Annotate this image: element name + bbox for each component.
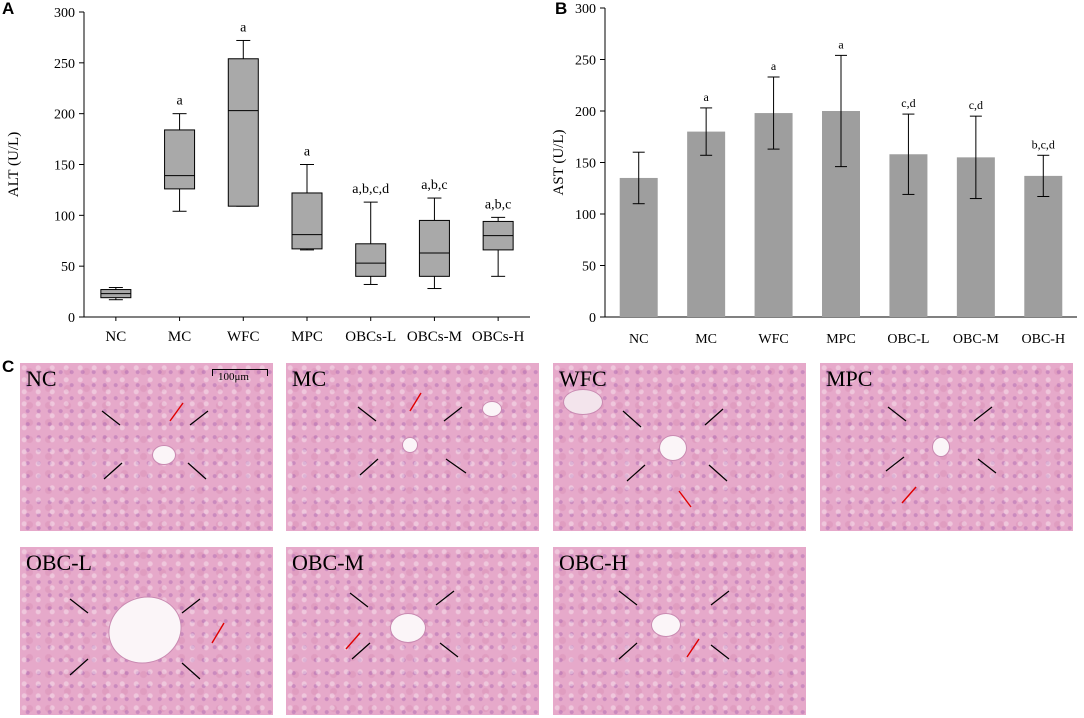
micrograph-label: NC [26, 366, 57, 391]
central-vein [651, 613, 681, 637]
central-vein [932, 437, 950, 457]
panel-label-b: B [555, 0, 568, 18]
micrograph-wfc: WFC [553, 363, 806, 531]
y-tick-label: 200 [54, 108, 75, 123]
box-MPC [291, 192, 323, 250]
alt-box-plot: 0 50 100 150 200 250 300 ALT (U/L) NC MC a WFC a MPC a… [6, 6, 530, 345]
alt-y-axis-label: ALT (U/L) [6, 132, 22, 197]
panel-label-a: A [2, 0, 15, 18]
x-tick-label: OBC-M [953, 332, 999, 347]
significance-label: b,c,d [1032, 137, 1055, 151]
micrograph-mpc: MPC [820, 363, 1073, 531]
ast-bar-chart: 0 50 100 150 200 250 300 AST (U/L) NC MC a WFC a MPC a… [551, 2, 1077, 347]
vessel [482, 401, 502, 417]
significance-label: c,d [901, 96, 915, 110]
central-vein [402, 437, 418, 453]
micrograph-label: MC [292, 366, 327, 391]
x-tick-label: OBCs-H [472, 329, 525, 345]
x-tick-label: MPC [291, 329, 323, 345]
vessel [563, 389, 603, 415]
y-tick-label: 300 [575, 2, 596, 17]
scale-bar [212, 369, 268, 376]
ast-y-axis-label: AST (U/L) [551, 130, 567, 196]
significance-label: a [771, 59, 777, 73]
x-tick-label: WFC [758, 332, 788, 347]
micrograph-label: OBC-L [26, 550, 92, 575]
micrograph-nc: NC 100μm [20, 363, 273, 531]
arrows-overlay [357, 392, 467, 476]
x-tick-label: MPC [826, 332, 856, 347]
box-OBCs-M [418, 219, 450, 277]
significance-label: a [838, 37, 844, 51]
x-tick-label: OBC-L [887, 332, 929, 347]
significance-label: a [240, 20, 247, 35]
significance-label: a [176, 94, 183, 109]
arrows-overlay [345, 590, 459, 660]
x-tick-label: MC [695, 332, 717, 347]
x-tick-label: NC [629, 332, 648, 347]
y-tick-label: 200 [575, 105, 596, 120]
arrows-overlay [885, 406, 997, 504]
significance-label: c,d [969, 98, 983, 112]
scale-bar-label: 100μm [218, 371, 249, 383]
y-tick-label: 150 [54, 159, 75, 174]
y-tick-label: 100 [54, 209, 75, 224]
micrograph-obc-m: OBC-M [286, 547, 539, 715]
arrows-overlay [622, 408, 728, 508]
y-tick-label: 150 [575, 157, 596, 172]
significance-label: a [304, 145, 311, 160]
x-tick-label: NC [105, 329, 126, 345]
y-tick-label: 300 [54, 6, 75, 21]
panel-label-c: C [2, 357, 15, 376]
x-tick-label: WFC [227, 329, 260, 345]
y-tick-label: 100 [575, 208, 596, 223]
significance-label: a,b,c [485, 197, 511, 212]
micrograph-mc: MC [286, 363, 539, 531]
box-MC [164, 129, 196, 190]
x-tick-label: OBCs-L [345, 329, 396, 345]
micrograph-label: OBC-H [559, 550, 628, 575]
x-tick-label: MC [168, 329, 191, 345]
y-tick-label: 0 [589, 311, 596, 326]
central-vein [659, 435, 687, 461]
significance-label: a [703, 90, 709, 104]
arrows-overlay [101, 402, 209, 480]
central-vein [390, 613, 426, 643]
micrograph-label: OBC-M [292, 550, 365, 575]
x-tick-label: OBCs-M [407, 329, 462, 345]
y-tick-label: 250 [575, 54, 596, 69]
arrows-overlay [69, 598, 225, 680]
bar-MC [687, 131, 726, 317]
y-tick-label: 0 [68, 311, 75, 326]
box-OBCs-L [355, 243, 387, 277]
y-tick-label: 50 [61, 260, 75, 275]
central-vein [152, 445, 176, 465]
micrograph-obc-h: OBC-H [553, 547, 806, 715]
significance-label: a,b,c,d [352, 182, 389, 197]
significance-label: a,b,c [421, 178, 447, 193]
micrograph-label: WFC [559, 366, 607, 391]
arrows-overlay [618, 590, 730, 660]
micrograph-obc-l: OBC-L [20, 547, 273, 715]
box-WFC [227, 58, 259, 207]
bar-OBC-H [1024, 175, 1063, 317]
x-tick-label: OBC-H [1022, 332, 1066, 347]
micrograph-label: MPC [826, 366, 873, 391]
y-tick-label: 50 [582, 260, 596, 275]
y-tick-label: 250 [54, 57, 75, 72]
